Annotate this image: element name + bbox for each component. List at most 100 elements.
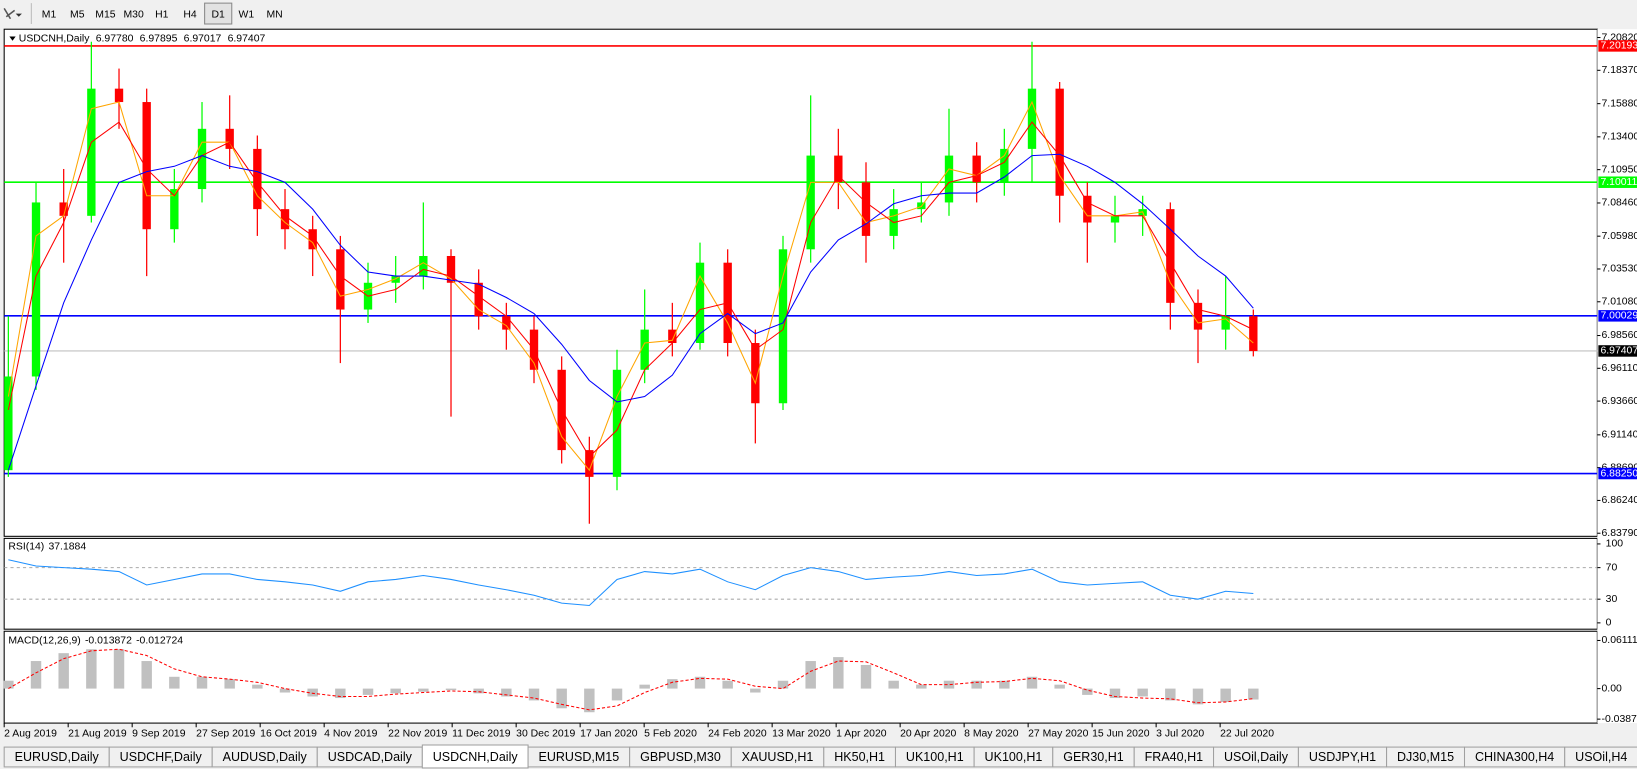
macd-bar xyxy=(1137,688,1148,697)
menu-arrow[interactable] xyxy=(9,36,16,41)
tab-label[interactable]: UK100,H1 xyxy=(985,750,1043,764)
candle-body xyxy=(197,128,207,190)
macd-bar xyxy=(1220,688,1231,702)
chart-tab[interactable]: UK100,H1 xyxy=(894,746,975,768)
x-tick-label: 5 Feb 2020 xyxy=(644,728,697,739)
tab-label[interactable]: USDCHF,Daily xyxy=(120,750,203,764)
timeframe-button[interactable] xyxy=(91,3,120,24)
chart-tab[interactable]: GER30,H1 xyxy=(1052,746,1135,768)
tab-label[interactable]: DJ30,M15 xyxy=(1397,750,1454,764)
ohlc-value: 6.97780 xyxy=(96,33,134,44)
candle-body xyxy=(1221,316,1230,330)
candle-body xyxy=(4,376,13,471)
timeframe-label[interactable]: H1 xyxy=(155,9,169,20)
tab-label[interactable]: FRA40,H1 xyxy=(1145,750,1203,764)
tab-label[interactable]: USDJPY,H1 xyxy=(1309,750,1376,764)
chart-tab[interactable]: DJ30,M15 xyxy=(1386,746,1466,768)
macd-bar xyxy=(860,664,872,689)
tab-label[interactable]: EURUSD,M15 xyxy=(539,750,620,764)
candle-body xyxy=(1193,302,1203,330)
tab-label[interactable]: UK100,H1 xyxy=(906,750,964,764)
timeframe-label[interactable]: M1 xyxy=(42,9,57,20)
indicator-title: MACD(12,26,9) -0.013872 -0.012724 xyxy=(8,635,183,646)
dropdown-arrow[interactable] xyxy=(15,13,22,17)
chart-tab[interactable]: USDCHF,Daily xyxy=(108,746,213,768)
x-tick-label: 27 Sep 2019 xyxy=(196,728,255,739)
chart-tab[interactable]: XAUUSD,H1 xyxy=(730,746,825,768)
tab-label[interactable]: USOil,Daily xyxy=(1224,750,1289,764)
tab-label[interactable]: EURUSD,Daily xyxy=(15,750,100,764)
timeframe-button[interactable] xyxy=(204,2,233,25)
tab-label[interactable]: USDCAD,Daily xyxy=(328,750,413,764)
macd-bar xyxy=(30,661,42,689)
x-tick-label: 17 Jan 2020 xyxy=(580,728,638,739)
x-tick-label: 8 May 2020 xyxy=(964,728,1019,739)
macd-bar xyxy=(335,688,346,699)
timeframe-button[interactable] xyxy=(35,3,63,24)
chart-tab[interactable]: USOil,H4 xyxy=(1564,746,1637,768)
chart-tab[interactable]: CHINA300,H4 xyxy=(1463,746,1566,768)
x-tick-label: 3 Jul 2020 xyxy=(1156,728,1204,739)
timeframe-button[interactable] xyxy=(63,3,91,24)
timeframe-button[interactable] xyxy=(232,3,260,24)
timeframe-button[interactable] xyxy=(176,3,204,24)
x-tick-label: 16 Oct 2019 xyxy=(260,728,317,739)
chart-tab[interactable]: EURUSD,M15 xyxy=(527,746,631,768)
timeframe-button[interactable] xyxy=(148,3,176,24)
chart-tab[interactable]: USDCAD,Daily xyxy=(316,746,423,768)
y-tick-label: -0.038777 xyxy=(1602,714,1637,725)
y-tick-label: 7.18370 xyxy=(1602,65,1637,76)
chart-tab[interactable]: AUDUSD,Daily xyxy=(211,746,318,768)
timeframe-label[interactable]: M30 xyxy=(123,9,143,20)
candle-body xyxy=(336,249,345,310)
tab-label[interactable]: USDCNH,Daily xyxy=(433,750,519,764)
tab-label[interactable]: AUDUSD,Daily xyxy=(223,750,308,764)
timeframe-label[interactable]: W1 xyxy=(239,9,255,20)
y-tick-label: 0 xyxy=(1606,618,1612,629)
chart-tab[interactable]: GBPUSD,M30 xyxy=(629,746,732,768)
tab-label[interactable]: GBPUSD,M30 xyxy=(640,750,721,764)
timeframe-label[interactable]: MN xyxy=(266,9,282,20)
timeframe-label[interactable]: M5 xyxy=(70,9,85,20)
macd-bar xyxy=(722,680,733,689)
x-tick-label: 13 Mar 2020 xyxy=(772,728,831,739)
chart-tab[interactable]: USDJPY,H1 xyxy=(1297,746,1388,768)
chart-tab[interactable]: EURUSD,Daily xyxy=(3,746,110,768)
candle-body xyxy=(446,255,456,283)
chart-tab[interactable]: UK100,H1 xyxy=(973,746,1054,768)
level-label: 6.97407 xyxy=(1600,346,1637,357)
candle-body xyxy=(391,276,400,283)
timeframe-label[interactable]: H4 xyxy=(183,9,197,20)
chart-tab[interactable]: USOil,Daily xyxy=(1213,746,1299,768)
timeframe-label[interactable]: D1 xyxy=(212,9,226,20)
macd-bar xyxy=(639,684,650,689)
tab-label[interactable]: GER30,H1 xyxy=(1063,750,1124,764)
macd-bar xyxy=(999,680,1010,689)
tab-background[interactable] xyxy=(1564,746,1637,768)
candle-body xyxy=(806,155,815,250)
tab-label[interactable]: HK50,H1 xyxy=(834,750,885,764)
tool-icon[interactable] xyxy=(3,7,16,20)
tab-label[interactable]: CHINA300,H4 xyxy=(1475,750,1554,764)
tab-label[interactable]: USOil,H4 xyxy=(1575,750,1627,764)
macd-panel xyxy=(3,630,1598,724)
macd-bar xyxy=(501,688,512,697)
candle-body xyxy=(31,202,41,377)
macd-bar xyxy=(888,680,899,689)
chart-tab[interactable]: HK50,H1 xyxy=(823,746,897,768)
candle-body xyxy=(585,450,594,477)
macd-bar xyxy=(1192,688,1204,705)
timeframe-button[interactable] xyxy=(261,3,289,24)
candle-body xyxy=(640,329,649,370)
candle-body xyxy=(1055,88,1064,196)
chart-tab[interactable]: FRA40,H1 xyxy=(1133,746,1215,768)
macd-bar xyxy=(58,653,69,689)
candle-body xyxy=(778,249,788,404)
timeframe-button[interactable] xyxy=(120,3,148,24)
indicator-name: MACD(12,26,9) xyxy=(8,635,80,646)
chart-tab[interactable]: USDCNH,Daily xyxy=(421,744,529,769)
tab-label[interactable]: XAUUSD,H1 xyxy=(742,750,814,764)
timeframe-label[interactable]: M15 xyxy=(95,9,115,20)
y-tick-label: 7.13400 xyxy=(1602,132,1637,143)
macd-bar xyxy=(418,688,429,692)
